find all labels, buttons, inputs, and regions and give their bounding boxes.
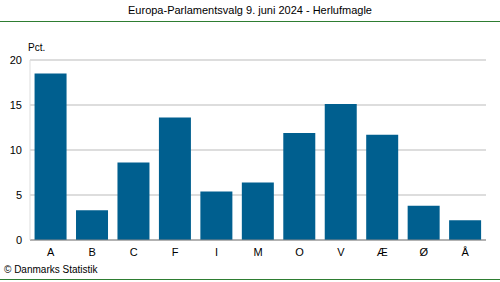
svg-text:5: 5 [16,189,22,201]
svg-text:B: B [89,246,96,258]
svg-text:Ø: Ø [420,246,429,258]
svg-text:I: I [215,246,218,258]
svg-text:Å: Å [462,246,470,258]
svg-text:O: O [295,246,304,258]
svg-text:0: 0 [16,234,22,246]
svg-text:Æ: Æ [377,246,388,258]
svg-text:M: M [253,246,262,258]
svg-text:V: V [337,246,345,258]
html-text:Pct.: Pct. [28,42,46,53]
svg-text:15: 15 [10,99,22,111]
svg-text:A: A [47,246,55,258]
html-text:Europa-Parlamentsvalg 9. juni: Europa-Parlamentsvalg 9. juni 2024 - Her… [128,4,372,16]
svg-text:F: F [172,246,179,258]
svg-text:C: C [130,246,138,258]
svg-text:10: 10 [10,144,22,156]
svg-text:20: 20 [10,54,22,66]
html-text:© Danmarks Statistik: © Danmarks Statistik [4,264,98,275]
